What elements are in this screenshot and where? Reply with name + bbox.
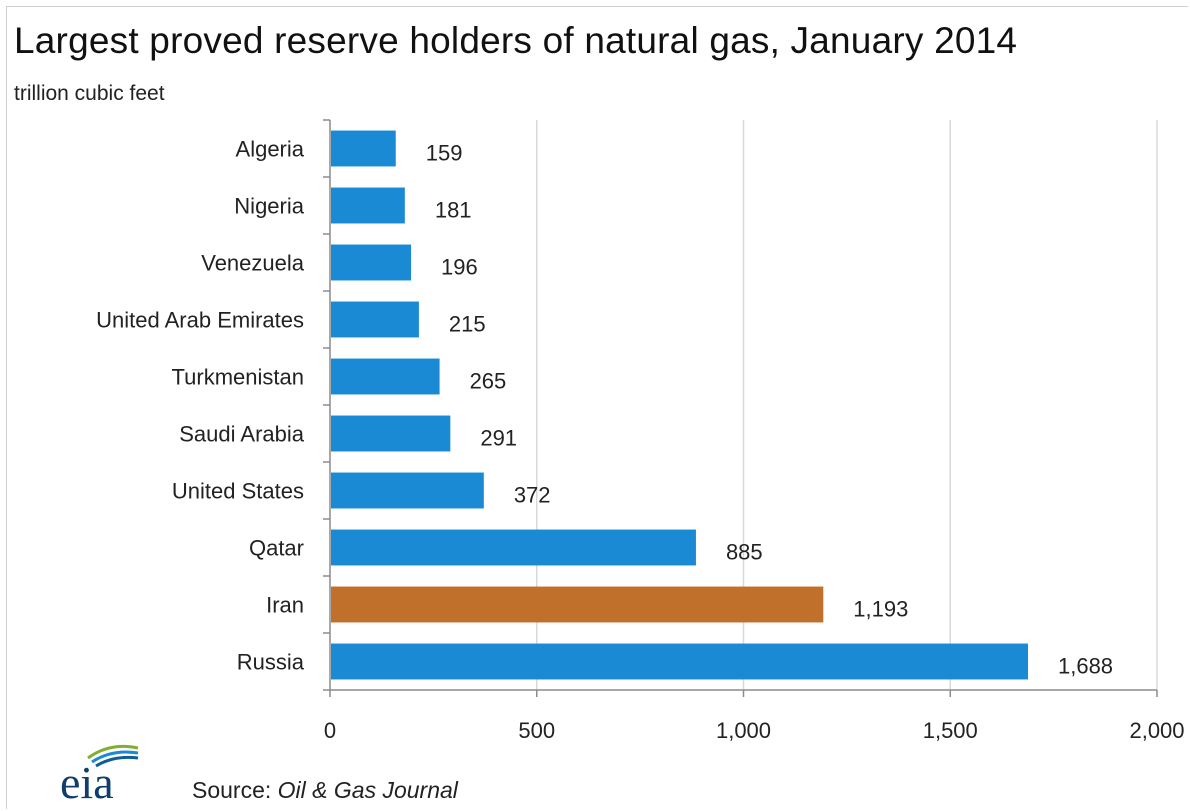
bar [331, 187, 405, 224]
x-tick-label: 2,000 [1129, 718, 1184, 743]
value-label: 885 [726, 540, 763, 565]
category-label: Algeria [236, 137, 305, 162]
chart-frame [6, 6, 1188, 809]
bar [331, 643, 1028, 680]
x-tick-label: 1,500 [923, 718, 978, 743]
eia-logo-text: eia [60, 757, 114, 802]
category-label: Venezuela [201, 251, 305, 276]
bar [331, 130, 396, 167]
x-tick-label: 0 [324, 718, 336, 743]
category-label: Nigeria [234, 194, 304, 219]
value-label: 372 [514, 483, 551, 508]
value-label: 1,688 [1058, 654, 1113, 679]
category-label: Qatar [249, 536, 304, 561]
bar [331, 301, 419, 338]
bar [331, 586, 824, 623]
bar [331, 472, 484, 509]
x-tick-label: 500 [518, 718, 555, 743]
category-label: Iran [266, 593, 304, 618]
value-label: 159 [426, 141, 463, 166]
bar [331, 244, 412, 281]
value-label: 196 [441, 255, 478, 280]
bar [331, 415, 451, 452]
source-note: Source: Oil & Gas Journal [192, 777, 458, 804]
value-label: 1,193 [853, 597, 908, 622]
value-label: 265 [470, 369, 507, 394]
category-label: Turkmenistan [172, 365, 304, 390]
value-label: 291 [480, 426, 517, 451]
chart-title: Largest proved reserve holders of natura… [14, 20, 1018, 61]
bar [331, 358, 440, 395]
source-prefix: Source: [192, 777, 278, 803]
category-label: Russia [237, 650, 305, 675]
category-label: Saudi Arabia [179, 422, 305, 447]
bar [331, 529, 696, 566]
category-label: United Arab Emirates [96, 308, 304, 333]
eia-logo: eia [60, 744, 139, 802]
value-label: 215 [449, 312, 486, 337]
category-label: United States [172, 479, 304, 504]
x-tick-label: 1,000 [716, 718, 771, 743]
source-name: Oil & Gas Journal [277, 777, 458, 803]
value-label: 181 [435, 198, 472, 223]
chart-subtitle: trillion cubic feet [14, 82, 165, 105]
